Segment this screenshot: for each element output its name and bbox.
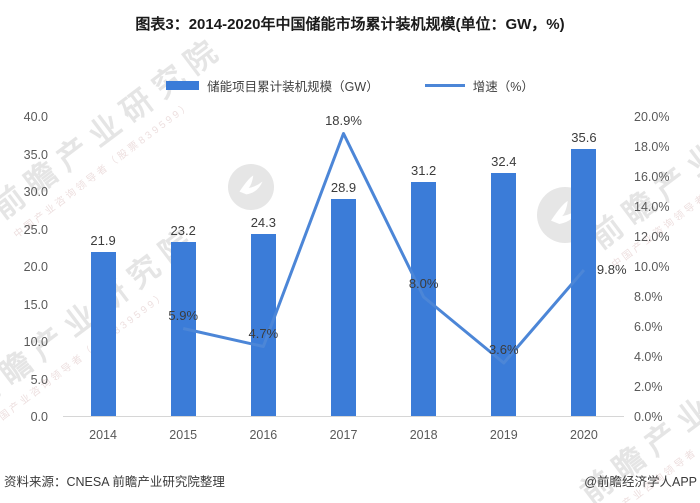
line-value-label: 4.7% <box>248 325 279 341</box>
line-value-label: 5.9% <box>168 307 199 323</box>
y-axis-tick-left: 25.0 <box>23 222 48 237</box>
y-axis-tick-left: 35.0 <box>23 147 48 162</box>
bar <box>411 182 437 416</box>
x-axis-label: 2014 <box>89 428 117 442</box>
legend-item-growth-rate: 增速（%） <box>424 76 534 95</box>
line-value-label: 8.0% <box>408 276 439 291</box>
growth-line <box>182 132 586 365</box>
chart-title: 图表3：2014-2020年中国储能市场累计装机规模(单位：GW，%) <box>135 16 565 33</box>
left-y-axis: 40.0 35.0 30.0 25.0 20.0 15.0 10.0 5.0 0.0 <box>0 0 48 503</box>
source-note: 资料来源：CNESA 前瞻产业研究院整理 <box>4 475 225 489</box>
right-y-axis: 20.0% 18.0% 16.0% 14.0% 12.0% 10.0% 8.0% 6.0% 4.… <box>634 0 694 503</box>
y-axis-tick-right: 2.0% <box>634 380 663 394</box>
y-axis-tick-right: 8.0% <box>634 290 663 304</box>
bar-value-label: 28.9 <box>330 180 357 196</box>
y-axis-tick-left: 5.0 <box>30 372 48 387</box>
x-axis-label: 2016 <box>249 428 278 442</box>
y-axis-tick-right: 0.0% <box>634 410 663 424</box>
x-axis: 2014 2015 2016 2017 2018 2019 2020 <box>63 428 624 446</box>
bar-value-label: 31.2 <box>410 163 437 178</box>
y-axis-tick-right: 10.0% <box>634 260 670 274</box>
plot-area: 21.9 23.2 24.3 28.9 31.2 32.4 35.6 5.9% 4.7% 18.9… <box>63 113 627 417</box>
y-axis-tick-right: 4.0% <box>634 350 663 364</box>
bar-value-label: 32.4 <box>491 154 517 169</box>
line-value-label: 3.6% <box>488 342 519 357</box>
bar <box>90 251 116 416</box>
legend-label: 增速（%） <box>472 80 534 94</box>
bar-series-swatch-icon <box>166 81 200 90</box>
credit-note: @前瞻经济学人APP <box>584 475 697 489</box>
y-axis-tick-left: 30.0 <box>23 185 48 199</box>
y-axis-tick-right: 20.0% <box>634 110 670 124</box>
y-axis-tick-left: 10.0 <box>23 335 48 349</box>
x-axis-label: 2017 <box>329 428 358 442</box>
y-axis-tick-right: 16.0% <box>634 170 670 184</box>
x-axis-label: 2020 <box>570 428 598 442</box>
line-value-label: 18.9% <box>325 112 362 128</box>
bar-value-label: 21.9 <box>90 232 116 248</box>
y-axis-tick-left: 0.0 <box>30 410 48 424</box>
line-series-swatch-icon <box>424 84 465 87</box>
bar <box>491 173 517 416</box>
x-axis-label: 2019 <box>489 428 518 442</box>
y-axis-tick-right: 12.0% <box>634 230 670 244</box>
y-axis-tick-left: 15.0 <box>23 297 48 312</box>
y-axis-tick-right: 18.0% <box>634 140 670 154</box>
x-axis-label: 2015 <box>169 428 198 442</box>
legend-label: 储能项目累计装机规模（GW） <box>207 80 379 94</box>
y-axis-tick-left: 40.0 <box>23 110 48 124</box>
x-axis-label: 2018 <box>409 428 438 442</box>
bar-value-label: 35.6 <box>571 130 597 145</box>
bar-value-label: 24.3 <box>250 214 276 230</box>
line-value-label: 9.8% <box>596 262 627 277</box>
bar <box>331 199 356 416</box>
legend-item-installed-capacity: 储能项目累计装机规模（GW） <box>166 76 379 95</box>
y-axis-tick-left: 20.0 <box>23 260 48 274</box>
y-axis-tick-right: 14.0% <box>634 200 670 214</box>
chart-legend: 储能项目累计装机规模（GW） 增速（%） <box>0 76 700 95</box>
y-axis-tick-right: 6.0% <box>634 320 663 334</box>
growth-line-path <box>182 132 586 365</box>
bar-value-label: 23.2 <box>170 223 196 238</box>
